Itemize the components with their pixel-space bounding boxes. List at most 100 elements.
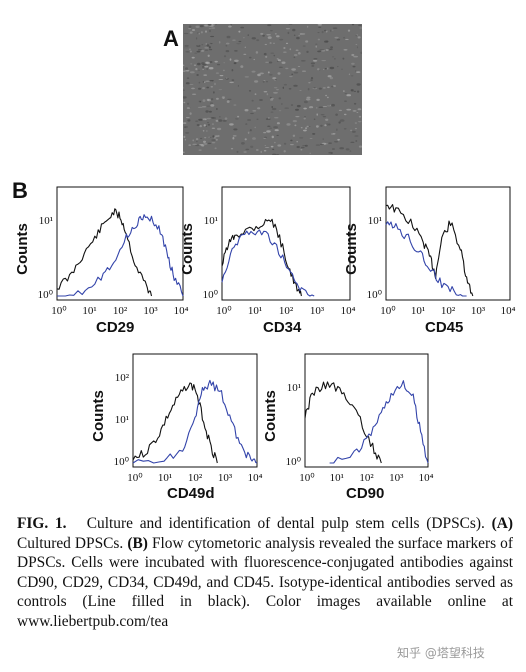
cell-speck [195, 37, 198, 40]
cell-speck [185, 132, 190, 134]
cell-speck [297, 52, 301, 55]
cell-speck [292, 120, 297, 123]
histogram-cd29: Counts 10⁰ 10¹ 10⁰ 10¹ 10² 10³ 10⁴ [14, 186, 189, 317]
cell-speck [235, 118, 239, 120]
cell-speck [183, 47, 189, 49]
control-histogram-line [132, 382, 218, 464]
cell-speck [183, 89, 185, 91]
cell-speck [218, 79, 224, 80]
cell-speck [204, 46, 209, 49]
plot-frame [132, 353, 258, 468]
cell-speck [196, 50, 201, 53]
cell-speck [300, 149, 303, 151]
cell-speck [195, 68, 198, 71]
cell-speck [257, 107, 261, 110]
cell-speck [318, 87, 322, 90]
cell-speck [185, 82, 190, 85]
cell-speck [358, 115, 362, 118]
cell-speck [184, 138, 187, 141]
cell-speck [273, 126, 278, 129]
cell-speck [350, 129, 353, 131]
cell-speck [317, 24, 322, 26]
cell-speck [208, 136, 211, 138]
cell-speck [293, 71, 299, 74]
cell-speck [329, 76, 334, 80]
cell-speck [208, 67, 214, 70]
x-tick-label: 10² [113, 305, 128, 317]
x-tick-label: 10² [188, 472, 203, 484]
cell-speck [263, 137, 267, 139]
cell-speck [254, 80, 259, 83]
cell-speck [300, 146, 305, 149]
cell-speck [245, 148, 250, 151]
x-tick-label: 10¹ [158, 472, 172, 484]
y-axis-label: Counts [179, 223, 196, 275]
cell-speck [335, 113, 338, 116]
cell-speck [210, 35, 215, 38]
cell-speck [196, 74, 199, 76]
y-tick-label: 10⁰ [203, 289, 219, 301]
cell-speck [213, 24, 217, 26]
marker-label-cd90: CD90 [346, 485, 385, 502]
cell-speck [276, 35, 280, 38]
cell-speck [332, 133, 336, 135]
cell-speck [183, 32, 189, 35]
caption-a-label: (A) [491, 515, 514, 532]
cell-speck [244, 46, 246, 48]
cell-speck [289, 76, 293, 78]
cell-speck [313, 58, 318, 60]
cell-speck [344, 100, 347, 102]
cell-speck [308, 82, 311, 84]
x-tick-label: 10⁴ [501, 305, 516, 317]
cell-speck [243, 37, 245, 39]
cell-speck [356, 71, 361, 73]
cell-speck [283, 51, 287, 53]
cell-speck [295, 116, 300, 118]
y-axis-label: Counts [262, 390, 279, 442]
cell-speck [195, 25, 200, 28]
cell-speck [303, 129, 307, 132]
cell-speck [336, 128, 338, 131]
cell-speck [223, 55, 227, 58]
cell-speck [216, 108, 218, 110]
cell-speck [265, 55, 268, 58]
cell-speck [210, 24, 216, 26]
histogram-cd34: Counts 10⁰ 10¹ 10⁰ 10¹ 10² 10³ 10⁴ [179, 186, 356, 317]
cell-speck [334, 141, 339, 143]
cell-speck [347, 29, 351, 32]
cell-speck [202, 99, 206, 102]
cell-speck [345, 38, 349, 40]
x-tick-label: 10⁰ [299, 472, 315, 484]
cell-speck [320, 124, 323, 127]
cell-speck [243, 53, 247, 55]
cell-speck [293, 56, 296, 59]
cell-speck [204, 24, 210, 27]
cell-speck [202, 81, 205, 83]
cell-speck [266, 34, 271, 36]
cell-speck [183, 96, 187, 99]
y-tick-label: 10⁰ [38, 289, 54, 301]
cell-speck [247, 34, 249, 36]
cell-speck [244, 138, 247, 141]
cell-speck [229, 81, 234, 84]
x-tick-label: 10³ [218, 472, 233, 484]
cell-speck [206, 67, 208, 71]
cell-speck [312, 133, 316, 135]
cell-speck [199, 137, 203, 140]
cell-speck [346, 108, 352, 111]
cell-speck [265, 118, 271, 120]
cell-speck [244, 76, 249, 78]
cell-speck [343, 36, 346, 39]
cell-speck [198, 149, 202, 151]
cell-speck [269, 74, 273, 76]
cell-speck [325, 94, 328, 97]
cell-speck [271, 135, 274, 139]
caption-text-1: Culture and identification of dental pul… [86, 515, 485, 532]
cell-speck [296, 104, 301, 108]
cell-speck [251, 99, 254, 102]
cell-speck [231, 69, 234, 72]
cell-speck [325, 40, 329, 43]
cell-speck [206, 117, 211, 120]
cell-speck [205, 80, 210, 82]
cell-speck [351, 53, 355, 57]
